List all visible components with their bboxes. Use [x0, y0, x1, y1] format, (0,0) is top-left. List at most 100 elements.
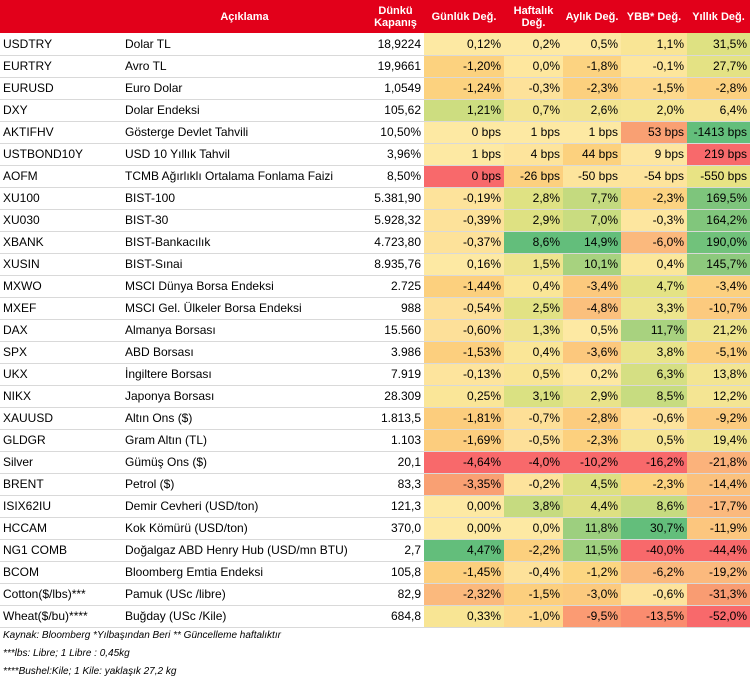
- cell-monthly: -3,4%: [563, 275, 621, 298]
- cell-ytd: 11,7%: [621, 319, 687, 342]
- cell-ytd: 2,0%: [621, 99, 687, 122]
- cell-description: Gram Altın (TL): [122, 429, 367, 452]
- cell-ytd: -0,3%: [621, 209, 687, 232]
- cell-daily: 0,33%: [424, 605, 504, 628]
- cell-code: DAX: [0, 319, 122, 342]
- cell-daily: -1,69%: [424, 429, 504, 452]
- cell-close: 3.986: [367, 341, 424, 364]
- cell-daily: 1,21%: [424, 99, 504, 122]
- cell-weekly: -0,2%: [504, 473, 563, 496]
- cell-description: Demir Cevheri (USD/ton): [122, 495, 367, 518]
- cell-monthly: -2,3%: [563, 429, 621, 452]
- cell-weekly: -0,4%: [504, 561, 563, 584]
- cell-code: BCOM: [0, 561, 122, 584]
- cell-yearly: 145,7%: [687, 253, 750, 276]
- cell-close: 83,3: [367, 473, 424, 496]
- cell-description: USD 10 Yıllık Tahvil: [122, 143, 367, 166]
- cell-monthly: 7,7%: [563, 187, 621, 210]
- cell-description: MSCI Dünya Borsa Endeksi: [122, 275, 367, 298]
- table-row: MXEF MSCI Gel. Ülkeler Borsa Endeksi 988 -0…: [0, 297, 750, 320]
- market-table: Açıklama Dünkü Kapanış Günlük Değ. Hafta…: [0, 0, 750, 628]
- cell-description: Euro Dolar: [122, 77, 367, 100]
- cell-monthly: 0,5%: [563, 33, 621, 56]
- cell-ytd: -0,6%: [621, 583, 687, 606]
- cell-weekly: 0,2%: [504, 33, 563, 56]
- cell-ytd: 8,5%: [621, 385, 687, 408]
- cell-yearly: 164,2%: [687, 209, 750, 232]
- cell-daily: -1,53%: [424, 341, 504, 364]
- cell-yearly: 13,8%: [687, 363, 750, 386]
- cell-weekly: 0,4%: [504, 275, 563, 298]
- cell-close: 105,62: [367, 99, 424, 122]
- cell-description: Petrol ($): [122, 473, 367, 496]
- cell-close: 3,96%: [367, 143, 424, 166]
- cell-weekly: -1,0%: [504, 605, 563, 628]
- cell-monthly: 2,9%: [563, 385, 621, 408]
- cell-code: ISIX62IU: [0, 495, 122, 518]
- cell-close: 7.919: [367, 363, 424, 386]
- cell-monthly: -2,8%: [563, 407, 621, 430]
- cell-monthly: 0,5%: [563, 319, 621, 342]
- cell-code: UKX: [0, 363, 122, 386]
- cell-yearly: -44,4%: [687, 539, 750, 562]
- cell-daily: 0 bps: [424, 165, 504, 188]
- cell-weekly: 0,0%: [504, 55, 563, 78]
- cell-description: Buğday (USc /Kile): [122, 605, 367, 628]
- table-row: HCCAM Kok Kömürü (USD/ton) 370,0 0,00% 0,0% 1…: [0, 517, 750, 540]
- cell-daily: -0,37%: [424, 231, 504, 254]
- cell-ytd: -0,6%: [621, 407, 687, 430]
- table-row: XU100 BIST-100 5.381,90 -0,19% 2,8% 7,7% -2,3%…: [0, 187, 750, 210]
- cell-close: 10,50%: [367, 121, 424, 144]
- cell-weekly: -1,5%: [504, 583, 563, 606]
- cell-weekly: -0,7%: [504, 407, 563, 430]
- cell-daily: 0,16%: [424, 253, 504, 276]
- cell-daily: 1 bps: [424, 143, 504, 166]
- cell-monthly: 11,5%: [563, 539, 621, 562]
- cell-close: 28.309: [367, 385, 424, 408]
- cell-weekly: 1 bps: [504, 121, 563, 144]
- cell-monthly: -3,6%: [563, 341, 621, 364]
- cell-ytd: -6,0%: [621, 231, 687, 254]
- cell-description: BIST-Sınai: [122, 253, 367, 276]
- table-row: DAX Almanya Borsası 15.560 -0,60% 1,3% 0,5% 11…: [0, 319, 750, 342]
- header-description: Açıklama: [122, 0, 367, 33]
- cell-close: 4.723,80: [367, 231, 424, 254]
- cell-close: 684,8: [367, 605, 424, 628]
- cell-code: MXWO: [0, 275, 122, 298]
- header-daily: Günlük Değ.: [424, 0, 504, 33]
- cell-monthly: -4,8%: [563, 297, 621, 320]
- cell-monthly: 14,9%: [563, 231, 621, 254]
- cell-description: Dolar Endeksi: [122, 99, 367, 122]
- cell-ytd: -16,2%: [621, 451, 687, 474]
- cell-weekly: 0,4%: [504, 341, 563, 364]
- cell-code: Wheat($/bu)****: [0, 605, 122, 628]
- cell-close: 8,50%: [367, 165, 424, 188]
- cell-close: 1.813,5: [367, 407, 424, 430]
- cell-description: Avro TL: [122, 55, 367, 78]
- table-row: NG1 COMB Doğalgaz ABD Henry Hub (USD/mn B…: [0, 539, 750, 562]
- cell-code: HCCAM: [0, 517, 122, 540]
- cell-close: 2.725: [367, 275, 424, 298]
- cell-code: SPX: [0, 341, 122, 364]
- cell-yearly: 19,4%: [687, 429, 750, 452]
- cell-monthly: 4,5%: [563, 473, 621, 496]
- table-row: DXY Dolar Endeksi 105,62 1,21% 0,7% 2,6% 2,0% 6…: [0, 99, 750, 122]
- cell-description: TCMB Ağırlıklı Ortalama Fonlama Faizi: [122, 165, 367, 188]
- cell-code: GLDGR: [0, 429, 122, 452]
- cell-close: 121,3: [367, 495, 424, 518]
- cell-code: USTBOND10Y: [0, 143, 122, 166]
- cell-close: 5.381,90: [367, 187, 424, 210]
- cell-yearly: 190,0%: [687, 231, 750, 254]
- cell-weekly: 2,8%: [504, 187, 563, 210]
- cell-daily: 0,00%: [424, 495, 504, 518]
- cell-ytd: -40,0%: [621, 539, 687, 562]
- cell-ytd: -54 bps: [621, 165, 687, 188]
- header-weekly: Haftalık Değ.: [504, 0, 563, 33]
- cell-ytd: -1,5%: [621, 77, 687, 100]
- table-row: XUSIN BIST-Sınai 8.935,76 0,16% 1,5% 10,1% 0,4…: [0, 253, 750, 276]
- cell-weekly: 0,0%: [504, 517, 563, 540]
- cell-yearly: -17,7%: [687, 495, 750, 518]
- cell-code: XUSIN: [0, 253, 122, 276]
- cell-monthly: 10,1%: [563, 253, 621, 276]
